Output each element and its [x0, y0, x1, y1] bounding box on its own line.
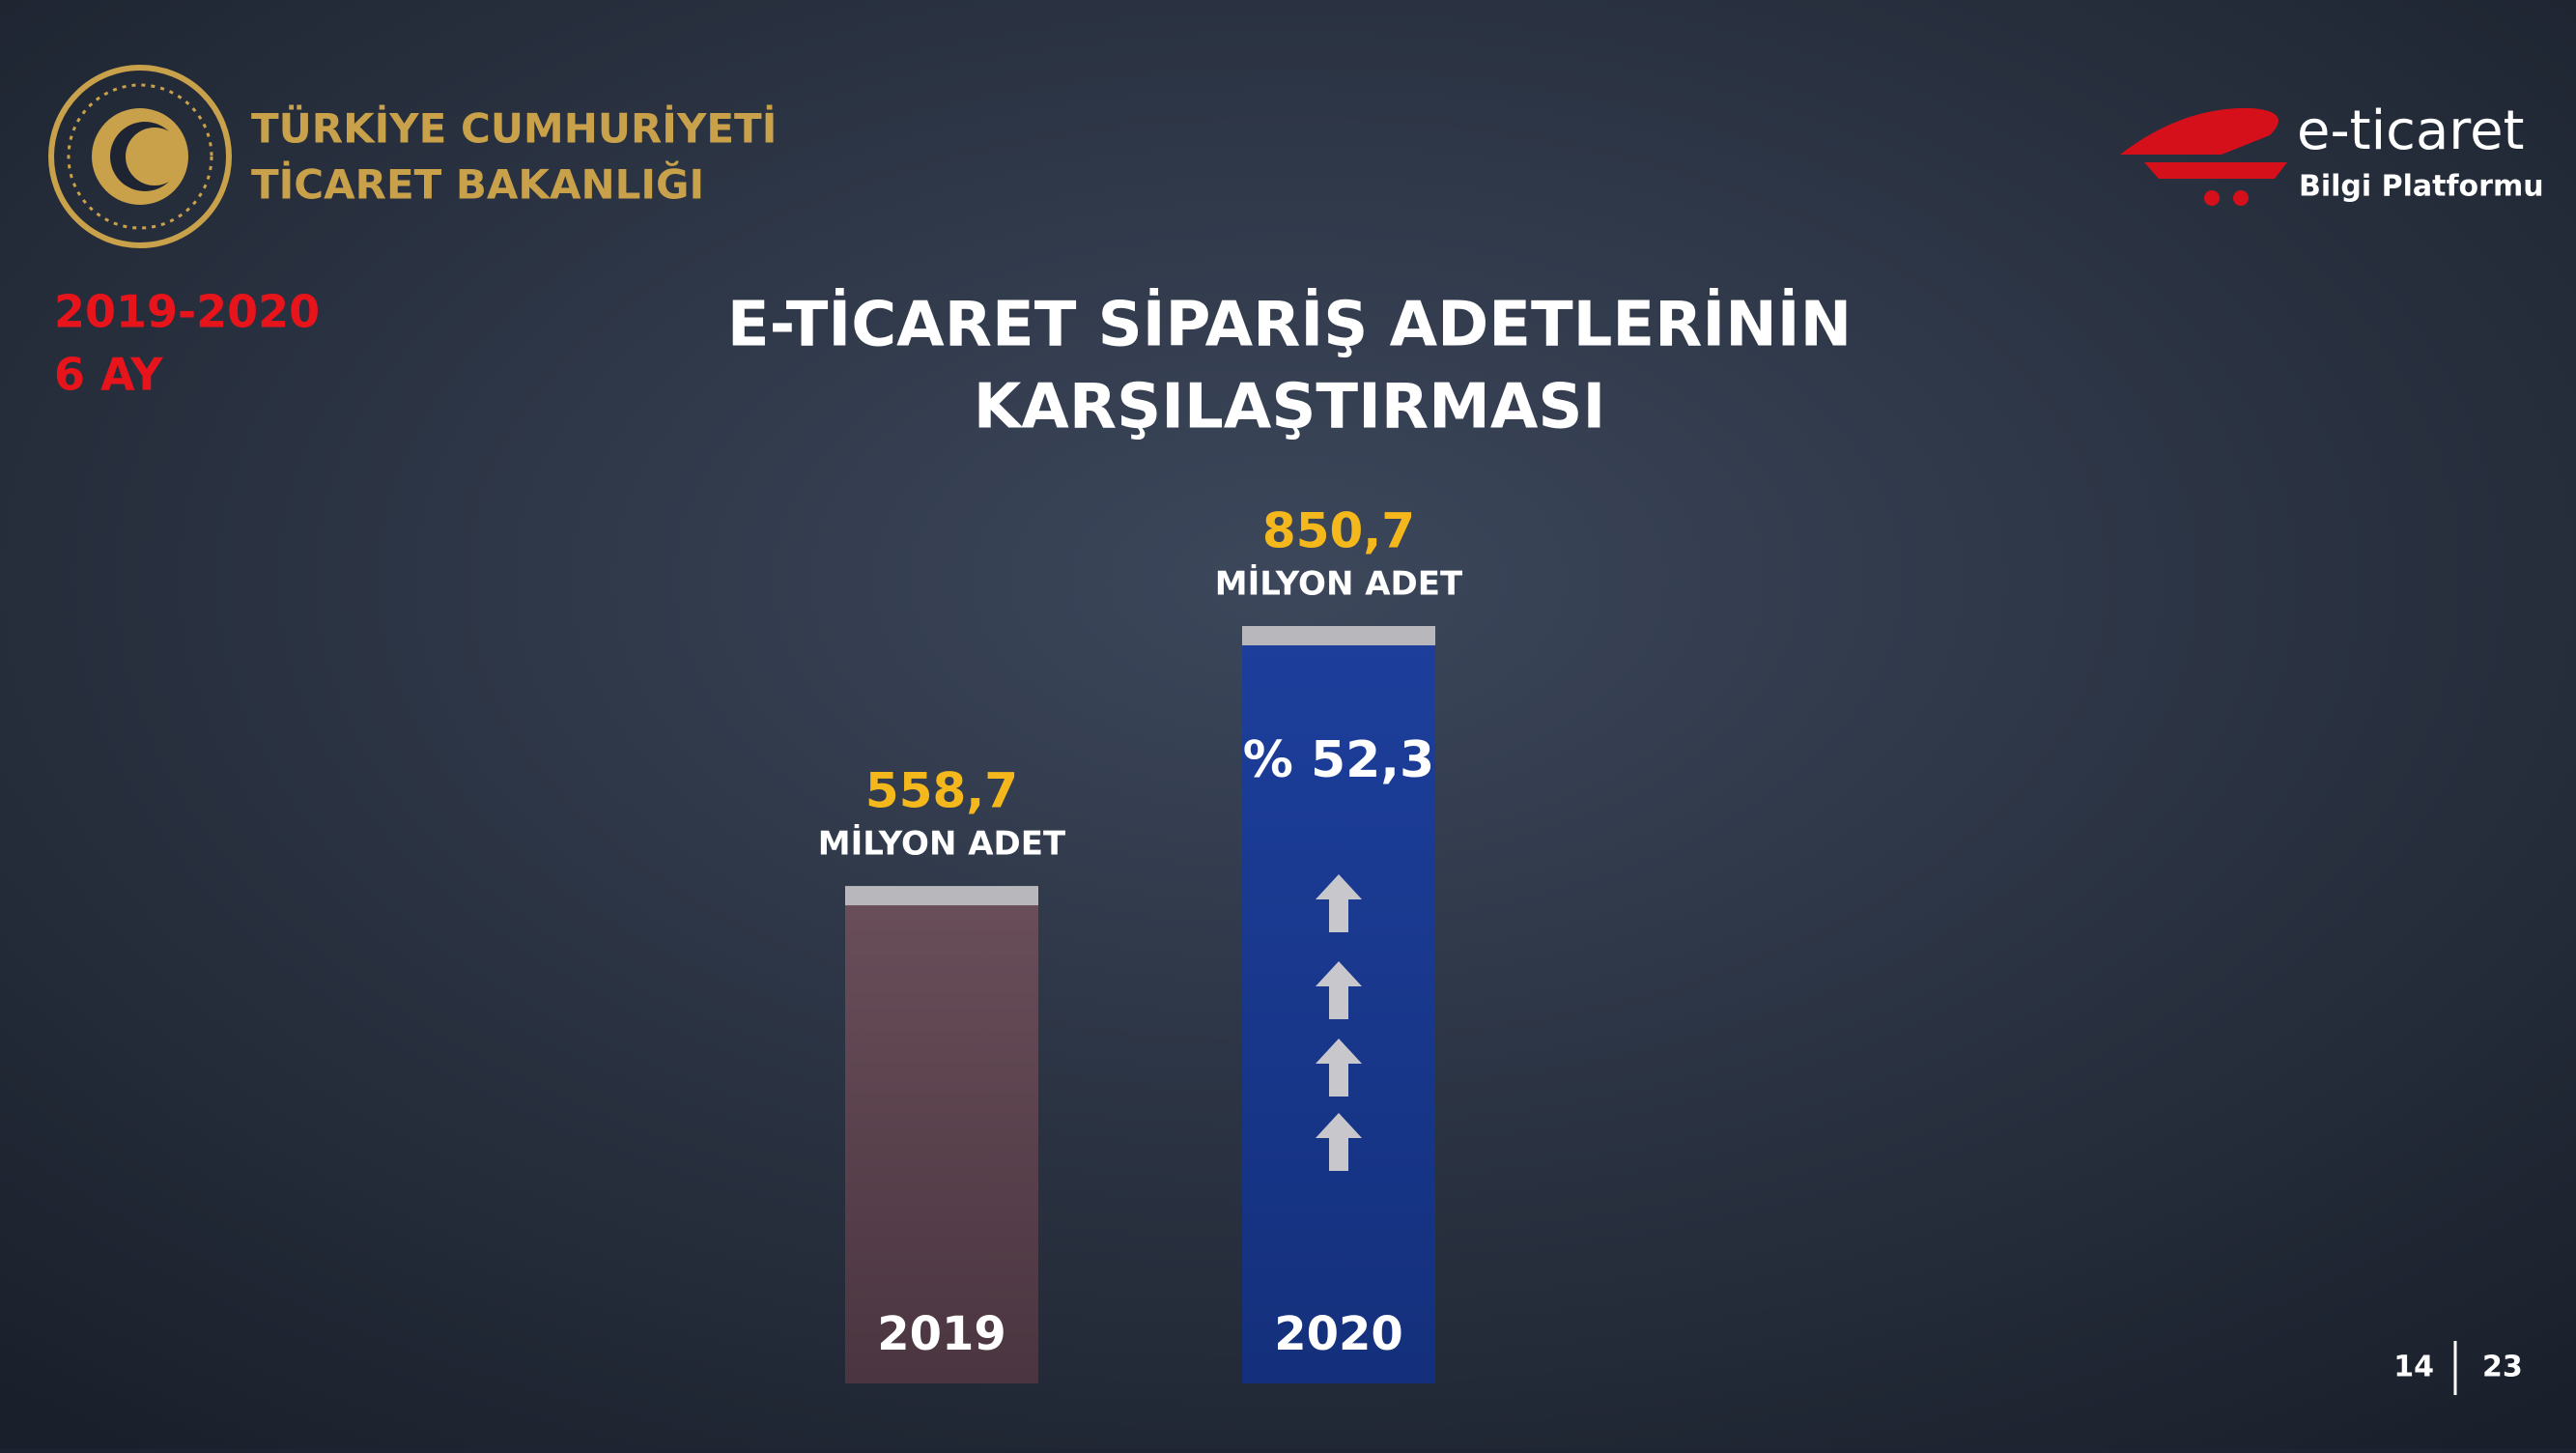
- arrow-icon: [1316, 874, 1362, 932]
- period-span: 6 AY: [54, 349, 163, 401]
- logo-sub: Bilgi Platformu: [2299, 170, 2544, 204]
- value-label: 850,7: [1262, 503, 1415, 559]
- page-total: 23: [2482, 1351, 2523, 1384]
- ministry-line1: TÜRKİYE CUMHURİYETİ: [251, 104, 777, 153]
- chart-title-line1: E-TİCARET SİPARİŞ ADETLERİNİN: [727, 288, 1852, 361]
- logo-main: e-ticaret: [2297, 100, 2524, 162]
- arrow-icon: [1316, 1039, 1362, 1097]
- bar-cap: [845, 886, 1038, 906]
- unit-label: MİLYON ADET: [818, 824, 1066, 864]
- chart-title-line2: KARŞILAŞTIRMASI: [974, 372, 1606, 443]
- page-number: 14: [2393, 1351, 2434, 1384]
- logo-mark: [2120, 107, 2287, 206]
- unit-label: MİLYON ADET: [1215, 564, 1463, 604]
- arrow-icon: [1316, 961, 1362, 1019]
- period: 2019-2020: [54, 286, 320, 338]
- arrow-icon: [1316, 1113, 1362, 1171]
- emblem: [48, 65, 232, 248]
- category-label: 2020: [1274, 1307, 1403, 1361]
- bar: [845, 886, 1038, 1383]
- ministry-line2: TİCARET BAKANLIĞI: [251, 160, 704, 209]
- value-label: 558,7: [865, 763, 1018, 819]
- bar-cap: [1242, 626, 1435, 645]
- growth-annotation: % 52,3: [1243, 731, 1435, 789]
- category-label: 2019: [877, 1307, 1006, 1361]
